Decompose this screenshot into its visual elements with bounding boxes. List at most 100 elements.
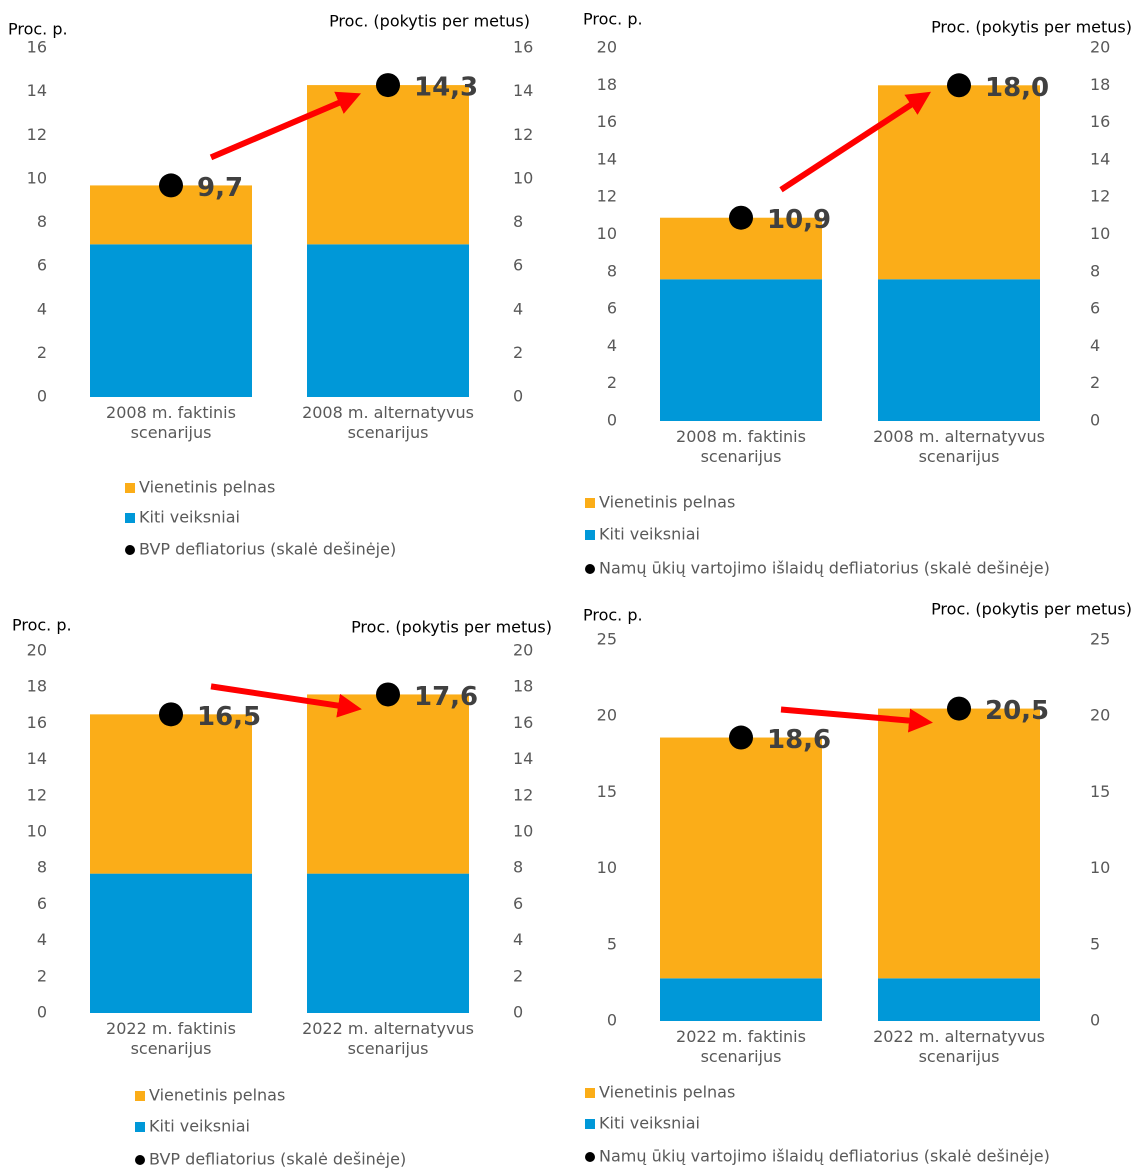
y2-tick-label: 12: [513, 785, 533, 804]
legend-label: Kiti veiksniai: [599, 525, 700, 544]
y-tick-label: 16: [597, 112, 617, 131]
legend-label: Kiti veiksniai: [599, 1114, 700, 1133]
dot-label: 9,7: [197, 173, 243, 203]
y2-axis-title: Proc. (pokytis per metus): [329, 12, 530, 31]
y2-tick-label: 14: [513, 749, 533, 768]
y-tick-label: 12: [27, 785, 47, 804]
y-tick-label: 6: [607, 299, 617, 318]
y-axis-title: Proc. p.: [12, 616, 72, 635]
legend-marker: [125, 545, 135, 555]
y2-tick-label: 20: [513, 641, 533, 660]
trend-arrow: [779, 91, 932, 193]
dot: [947, 696, 971, 721]
y-tick-label: 10: [597, 224, 617, 243]
y-axis-title: Proc. p.: [583, 606, 643, 625]
y2-tick-label: 18: [513, 677, 533, 696]
y2-tick-label: 20: [1090, 706, 1110, 725]
legend-marker: [135, 1091, 145, 1101]
bar-segment: [878, 279, 1040, 421]
legend-label: Kiti veiksniai: [149, 1117, 250, 1136]
bar-segment: [307, 873, 469, 1013]
y2-tick-label: 2: [1090, 373, 1100, 392]
y-tick-label: 16: [27, 713, 47, 732]
x-tick-label: 2022 m. alternatyvus scenarijus: [873, 1027, 1045, 1066]
y2-tick-label: 0: [513, 1003, 523, 1022]
y2-axis-title: Proc. (pokytis per metus): [351, 618, 552, 637]
y2-tick-label: 12: [513, 125, 533, 144]
dot-label: 10,9: [767, 205, 831, 235]
dot: [947, 73, 971, 98]
y-tick-label: 0: [37, 1003, 47, 1022]
x-tick-label: 2022 m. faktinis scenarijus: [676, 1027, 806, 1066]
y-tick-label: 8: [37, 212, 47, 231]
y-tick-label: 25: [597, 630, 617, 649]
dot-label: 18,6: [767, 725, 831, 755]
y-axis-title: Proc. p.: [8, 20, 68, 39]
y-tick-label: 2: [607, 373, 617, 392]
y-tick-label: 20: [27, 641, 47, 660]
y2-tick-label: 4: [1090, 336, 1100, 355]
bar-segment: [90, 244, 252, 397]
y2-tick-label: 4: [513, 299, 523, 318]
y2-axis-title: Proc. (pokytis per metus): [931, 600, 1132, 619]
bar-segment: [660, 978, 822, 1021]
y2-tick-label: 0: [513, 387, 523, 406]
y2-tick-label: 2: [513, 343, 523, 362]
x-tick-label: 2022 m. alternatyvus scenarijus: [302, 1019, 474, 1058]
y-tick-label: 0: [607, 411, 617, 430]
y2-tick-label: 16: [513, 713, 533, 732]
y2-tick-label: 0: [1090, 1011, 1100, 1030]
dot: [729, 205, 753, 230]
bar-segment: [878, 978, 1040, 1021]
legend-marker: [585, 530, 595, 540]
dot-label: 18,0: [985, 73, 1049, 103]
trend-arrow: [209, 91, 362, 161]
y2-tick-label: 20: [1090, 38, 1110, 57]
legend-label: Vienetinis pelnas: [599, 493, 735, 512]
x-tick-label: 2008 m. alternatyvus scenarijus: [302, 403, 474, 442]
legend-label: Vienetinis pelnas: [139, 478, 275, 497]
dot: [376, 73, 400, 98]
y-tick-label: 14: [27, 749, 47, 768]
y-tick-label: 20: [597, 38, 617, 57]
y2-tick-label: 10: [513, 822, 533, 841]
y-tick-label: 2: [37, 966, 47, 985]
y-tick-label: 4: [607, 336, 617, 355]
y-tick-label: 14: [27, 81, 47, 100]
legend-marker: [585, 1119, 595, 1129]
y2-tick-label: 0: [1090, 411, 1100, 430]
dot-label: 20,5: [985, 696, 1049, 726]
y2-tick-label: 10: [1090, 858, 1110, 877]
trend-arrow: [780, 706, 933, 733]
y2-tick-label: 15: [1090, 782, 1110, 801]
legend-marker: [585, 1152, 595, 1162]
x-tick-label: 2022 m. faktinis scenarijus: [106, 1019, 236, 1058]
y-tick-label: 10: [27, 822, 47, 841]
legend-marker: [585, 498, 595, 508]
y2-axis-title: Proc. (pokytis per metus): [931, 18, 1132, 37]
legend-marker: [125, 483, 135, 493]
y-tick-label: 15: [597, 782, 617, 801]
y-tick-label: 5: [607, 934, 617, 953]
y2-tick-label: 14: [1090, 149, 1110, 168]
bar-segment: [307, 694, 469, 874]
x-tick-label: 2008 m. faktinis scenarijus: [676, 427, 806, 466]
y2-tick-label: 8: [513, 858, 523, 877]
bar-segment: [90, 873, 252, 1013]
dot: [159, 702, 183, 727]
bar-segment: [878, 85, 1040, 280]
bar-segment: [660, 279, 822, 421]
legend-label: Vienetinis pelnas: [599, 1083, 735, 1102]
y2-tick-label: 16: [513, 38, 533, 57]
y2-tick-label: 10: [513, 168, 533, 187]
x-tick-label: 2008 m. faktinis scenarijus: [106, 403, 236, 442]
y2-tick-label: 16: [1090, 112, 1110, 131]
y2-tick-label: 18: [1090, 75, 1110, 94]
y-tick-label: 4: [37, 299, 47, 318]
legend-marker: [135, 1155, 145, 1165]
y2-tick-label: 25: [1090, 630, 1110, 649]
legend-label: Vienetinis pelnas: [149, 1086, 285, 1105]
bar-segment: [878, 708, 1040, 979]
y-tick-label: 2: [37, 343, 47, 362]
x-tick-label: 2008 m. alternatyvus scenarijus: [873, 427, 1045, 466]
